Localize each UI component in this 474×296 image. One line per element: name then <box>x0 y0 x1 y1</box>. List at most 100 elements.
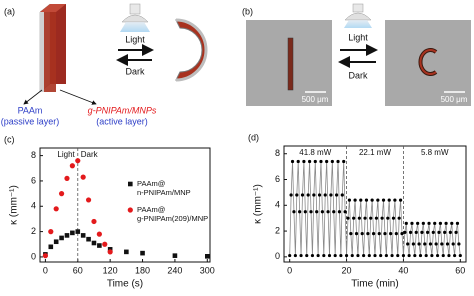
data-point <box>347 198 352 202</box>
data-point <box>390 253 394 258</box>
data-point <box>406 242 410 246</box>
data-point <box>316 253 320 258</box>
data-point <box>80 174 86 180</box>
plot-frame <box>283 145 467 263</box>
data-point <box>451 242 455 246</box>
data-point <box>91 240 97 246</box>
data-point <box>317 193 322 197</box>
data-point <box>433 221 437 225</box>
data-point <box>140 250 145 256</box>
data-point <box>366 232 370 236</box>
data-point <box>454 230 458 234</box>
data-point <box>416 221 420 225</box>
data-point <box>306 193 310 197</box>
data-point <box>102 241 108 247</box>
data-point <box>383 232 387 236</box>
y-tick-label: 8 <box>31 150 36 160</box>
data-point <box>423 242 427 246</box>
data-point <box>320 210 324 214</box>
data-point <box>363 216 367 220</box>
x-tick-label: 300 <box>200 265 215 275</box>
y-tick-label: 8 <box>275 148 280 158</box>
data-point <box>69 163 75 169</box>
data-point <box>444 221 448 225</box>
data-point <box>369 216 373 220</box>
x-axis-label: Time (min) <box>351 279 398 290</box>
y-tick-label: 6 <box>31 175 36 185</box>
data-point <box>327 253 332 258</box>
data-point <box>455 221 460 225</box>
lamp-icon <box>120 3 150 32</box>
data-point <box>413 253 417 258</box>
data-point <box>300 193 305 197</box>
data-point <box>394 232 398 236</box>
x-tick-label: 240 <box>167 265 182 275</box>
data-point <box>332 210 336 214</box>
x-tick-label: 180 <box>135 265 150 275</box>
y-tick-label: 0 <box>275 251 280 261</box>
data-point <box>418 253 423 258</box>
data-point <box>381 198 386 202</box>
data-point <box>59 235 64 241</box>
x-tick-label: 120 <box>103 265 118 275</box>
x-tick-label: 40 <box>398 265 408 275</box>
strip-image <box>287 37 294 91</box>
data-point <box>411 242 415 246</box>
data-point <box>343 210 347 214</box>
data-point <box>305 253 309 258</box>
data-point <box>288 253 292 258</box>
data-point <box>448 230 452 234</box>
data-point <box>172 253 178 258</box>
data-point <box>48 229 54 235</box>
data-point <box>299 253 303 258</box>
data-point <box>431 230 435 234</box>
data-point <box>408 230 413 234</box>
data-point <box>326 210 330 214</box>
curled-strip-image <box>419 49 437 75</box>
data-point <box>319 159 323 164</box>
dark-label: Dark <box>348 70 368 80</box>
panel-label: (c) <box>4 134 15 144</box>
data-point <box>401 253 406 258</box>
data-point <box>298 210 302 214</box>
bent-strip-passive <box>175 18 208 82</box>
data-point <box>80 233 86 238</box>
data-point <box>362 253 366 258</box>
data-point <box>407 253 411 258</box>
active-name: g-PNIPAm/MNPs <box>88 105 157 115</box>
data-point <box>380 216 384 220</box>
data-point <box>296 159 300 164</box>
data-point <box>48 244 54 250</box>
data-point <box>386 216 390 220</box>
data-point <box>396 253 400 258</box>
data-point <box>64 233 70 238</box>
data-point <box>307 159 312 164</box>
data-point <box>377 232 381 236</box>
data-point <box>346 216 350 220</box>
light-label: Light <box>125 34 145 44</box>
data-point <box>441 253 445 258</box>
x-tick-label: 20 <box>342 265 352 275</box>
data-point <box>344 253 349 258</box>
y-tick-label: 4 <box>275 200 280 210</box>
data-point <box>370 198 374 202</box>
data-point <box>349 232 353 236</box>
data-point <box>397 216 401 220</box>
data-point <box>437 230 441 234</box>
data-point <box>107 249 113 255</box>
data-point <box>384 253 388 258</box>
pointer <box>23 89 43 105</box>
y-axis-label: κ (mm⁻¹) <box>9 185 20 225</box>
data-point <box>389 232 393 236</box>
data-point <box>417 242 421 246</box>
data-point <box>290 159 295 164</box>
data-point <box>445 242 450 246</box>
data-point <box>443 230 447 234</box>
data-point <box>453 253 457 258</box>
data-point <box>373 253 377 258</box>
data-point <box>340 193 344 197</box>
data-point <box>428 242 433 246</box>
data-point <box>309 210 313 214</box>
